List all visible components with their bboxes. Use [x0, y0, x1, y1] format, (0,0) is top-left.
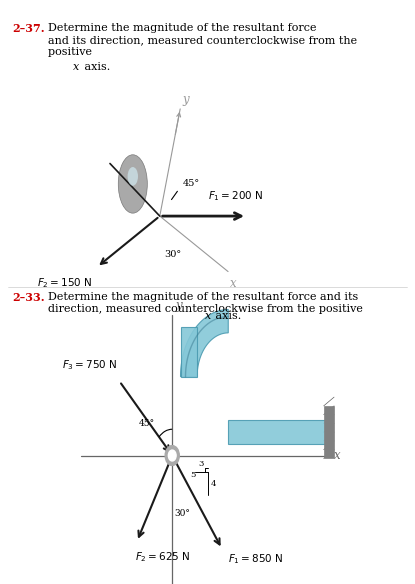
Text: 4: 4	[210, 479, 216, 488]
Circle shape	[165, 446, 179, 465]
Text: axis.: axis.	[212, 311, 241, 321]
Text: $F_2 = 150\ \rm{N}$: $F_2 = 150\ \rm{N}$	[37, 276, 93, 290]
Bar	[181, 327, 197, 377]
Circle shape	[168, 450, 176, 461]
Text: x: x	[334, 449, 341, 462]
Ellipse shape	[118, 155, 147, 213]
Bar	[324, 406, 334, 458]
Text: 45°: 45°	[183, 179, 200, 188]
Polygon shape	[181, 310, 228, 377]
Bar	[228, 420, 326, 444]
Text: Determine the magnitude of the resultant force and its
direction, measured count: Determine the magnitude of the resultant…	[48, 292, 366, 314]
Text: Determine the magnitude of the resultant force
and its direction, measured count: Determine the magnitude of the resultant…	[48, 23, 357, 57]
Text: x: x	[230, 277, 237, 290]
Text: $F_3 = 750\ \rm{N}$: $F_3 = 750\ \rm{N}$	[62, 359, 117, 373]
Ellipse shape	[128, 167, 138, 186]
Text: 30°: 30°	[174, 509, 190, 519]
Text: 30°: 30°	[164, 249, 181, 259]
Text: 5: 5	[190, 471, 196, 479]
Text: 2–37.: 2–37.	[12, 23, 45, 34]
Text: 2–33.: 2–33.	[12, 292, 45, 303]
Text: x: x	[205, 311, 211, 321]
Text: y: y	[176, 300, 182, 312]
Text: 3: 3	[199, 460, 204, 468]
Text: 45°: 45°	[139, 419, 154, 428]
Text: $F_2 = 625\ \rm{N}$: $F_2 = 625\ \rm{N}$	[135, 550, 190, 564]
Text: $F_1 = 200\ \rm{N}$: $F_1 = 200\ \rm{N}$	[208, 189, 263, 203]
Text: x: x	[73, 62, 80, 72]
Text: y: y	[182, 93, 189, 106]
Text: axis.: axis.	[81, 62, 110, 72]
Text: $F_1 = 850\ \rm{N}$: $F_1 = 850\ \rm{N}$	[228, 552, 284, 566]
